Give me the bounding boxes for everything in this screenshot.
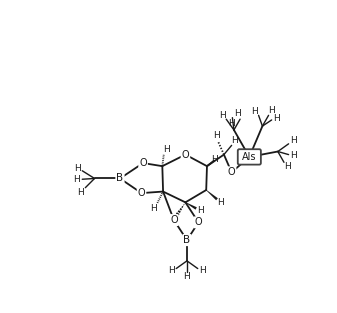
Text: H: H <box>217 198 224 207</box>
Text: H: H <box>168 266 175 275</box>
Text: H: H <box>268 106 275 115</box>
Text: H: H <box>290 136 297 145</box>
FancyBboxPatch shape <box>238 149 261 165</box>
Text: H: H <box>77 188 84 197</box>
Text: H: H <box>184 272 190 281</box>
Text: O: O <box>138 188 145 198</box>
Text: B: B <box>116 173 124 183</box>
Polygon shape <box>206 190 218 200</box>
Text: H: H <box>273 114 280 123</box>
Polygon shape <box>185 202 197 210</box>
Text: H: H <box>213 131 220 140</box>
Text: H: H <box>219 111 226 120</box>
Text: H: H <box>251 107 258 116</box>
Text: H: H <box>228 119 235 128</box>
Text: H: H <box>151 204 157 213</box>
Text: O: O <box>170 215 178 225</box>
Text: H: H <box>211 156 218 165</box>
Text: O: O <box>195 217 202 227</box>
Text: O: O <box>139 158 147 168</box>
Text: H: H <box>284 162 290 172</box>
Text: H: H <box>197 206 204 215</box>
Text: B: B <box>183 235 190 245</box>
Text: H: H <box>199 266 206 275</box>
Text: H: H <box>231 136 238 145</box>
Text: O: O <box>228 167 236 177</box>
Text: Als: Als <box>242 152 256 162</box>
Text: H: H <box>290 151 297 160</box>
Text: H: H <box>163 145 170 154</box>
Text: H: H <box>74 164 81 173</box>
Text: H: H <box>73 175 80 184</box>
Text: H: H <box>234 109 240 118</box>
Text: O: O <box>182 150 189 160</box>
Text: H: H <box>170 216 177 225</box>
